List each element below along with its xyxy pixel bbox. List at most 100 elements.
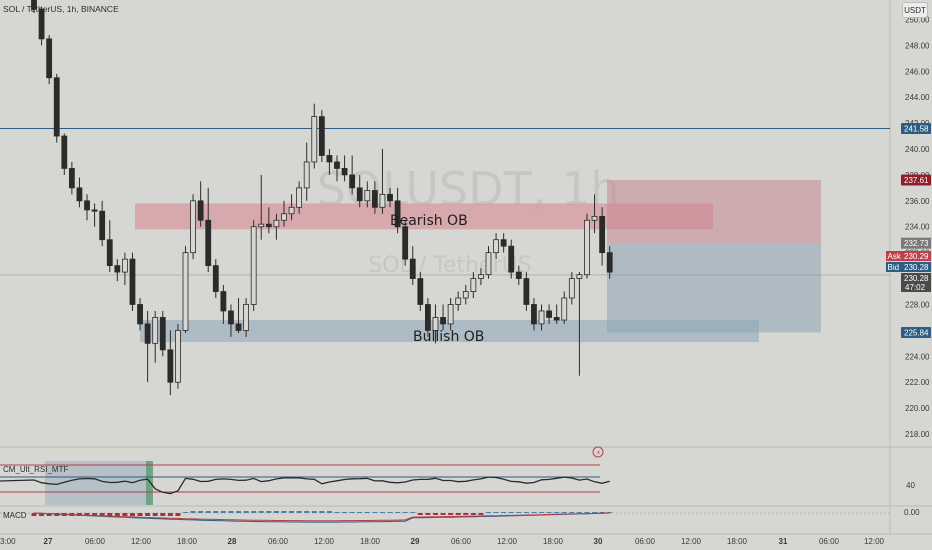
candle-body [106, 239, 113, 267]
candle-body [515, 271, 522, 279]
macd-bar [523, 512, 529, 513]
candle-body [576, 274, 583, 279]
candle-body [144, 323, 151, 344]
candle-body [379, 193, 386, 208]
rsi-pane[interactable]: CM_Ult_RSI_MTF 40 ⚡ [0, 446, 915, 505]
candle-body [159, 317, 166, 351]
time-axis-label: 3:00 [0, 537, 16, 546]
time-axis-label: 12:00 [864, 537, 885, 546]
macd-bar [319, 511, 325, 513]
price-axis[interactable]: 250.00248.00246.00244.00242.00240.00238.… [905, 15, 930, 439]
macd-bar [539, 512, 545, 513]
candle-body [568, 278, 575, 299]
candle-body [258, 223, 265, 228]
macd-bar [546, 512, 552, 513]
macd-signal-line [33, 512, 610, 522]
candle-body [228, 310, 234, 325]
price-tick-label: 234.00 [905, 223, 930, 232]
candle-body [478, 274, 484, 279]
macd-bar [220, 511, 226, 513]
macd-bar [198, 511, 204, 513]
rsi-line [0, 476, 610, 495]
candle-body [303, 161, 310, 189]
candle-body [500, 239, 507, 247]
time-axis-label: 18:00 [543, 537, 564, 546]
time-axis[interactable]: 3:00 27 06:00 12:00 18:00 28 06:00 12:00 18:00 29… [0, 537, 885, 546]
bid-label: Bid [888, 263, 900, 272]
stop-area [607, 179, 821, 244]
candle-body [175, 329, 181, 383]
macd-bar [493, 512, 499, 513]
candle-body [432, 317, 439, 331]
time-axis-label: 06:00 [451, 537, 472, 546]
macd-bar [554, 512, 560, 513]
macd-bar [145, 513, 151, 516]
macd-bar [342, 512, 348, 513]
macd-bar [107, 513, 113, 516]
macd-bar [569, 512, 575, 513]
time-axis-label: 06:00 [268, 537, 289, 546]
watermark-name: SOL / TetherUS [368, 253, 531, 278]
candle-body [61, 135, 68, 169]
macd-bar [440, 513, 446, 515]
candle-body [493, 239, 499, 254]
price-tick-label: 248.00 [905, 41, 930, 50]
macd-bar [463, 513, 469, 515]
macd-name[interactable]: MACD [3, 511, 27, 520]
price-tick-label: 240.00 [905, 145, 930, 154]
price-tick-label: 222.00 [905, 378, 930, 387]
macd-bar [99, 513, 105, 516]
macd-bar [334, 512, 340, 513]
candle-body [531, 304, 537, 325]
bid-value-bg [901, 262, 931, 272]
macd-bar [228, 511, 234, 513]
macd-bar [84, 513, 90, 516]
candle-body [220, 291, 227, 312]
symbol-title[interactable]: SOL / TetherUS, 1h, BINANCE [3, 4, 119, 14]
macd-bar [167, 513, 173, 516]
macd-bar [273, 511, 279, 513]
candle-body [462, 291, 469, 299]
stop-price-tag: 237.61 [904, 176, 929, 185]
rsi-level: 40 [906, 481, 915, 490]
macd-bar [486, 512, 491, 513]
candle-body [455, 297, 462, 305]
macd-bar [576, 512, 582, 513]
macd-bar [92, 513, 98, 516]
macd-bar [114, 513, 120, 516]
candle-body [129, 258, 136, 305]
candle-body [281, 213, 287, 221]
candle-body [53, 77, 60, 137]
stop-price-tag-bg [901, 174, 931, 186]
macd-bar [599, 512, 605, 513]
candle-body [235, 323, 242, 331]
candle-body [584, 219, 590, 276]
macd-bar [584, 512, 590, 513]
candle-body [190, 200, 196, 254]
time-axis-label: 12:00 [497, 537, 518, 546]
alert-icon[interactable] [592, 446, 604, 458]
macd-bar [372, 512, 378, 513]
bid-label-bg [886, 262, 901, 272]
rsi-name[interactable]: CM_Ult_RSI_MTF [3, 465, 68, 474]
macd-pane[interactable]: MACD 0.00 [0, 508, 920, 523]
macd-bar [592, 512, 598, 513]
time-axis-label: 06:00 [819, 537, 840, 546]
macd-bar [349, 512, 355, 513]
macd-bar [501, 512, 507, 513]
candle-body [606, 252, 613, 273]
hline-price-tag-bg [901, 123, 931, 135]
macd-bar [417, 513, 423, 515]
alert-icon-glyph: ⚡ [596, 449, 601, 457]
time-axis-label: 31 [779, 537, 788, 546]
candle-body [76, 187, 83, 202]
macd-bar [478, 513, 484, 515]
macd-bar [448, 513, 454, 515]
currency-button[interactable]: USDT [902, 2, 928, 18]
candle-body [182, 252, 189, 331]
time-axis-label: 12:00 [131, 537, 152, 546]
position-tool[interactable] [607, 179, 821, 333]
candle-body [197, 200, 204, 221]
